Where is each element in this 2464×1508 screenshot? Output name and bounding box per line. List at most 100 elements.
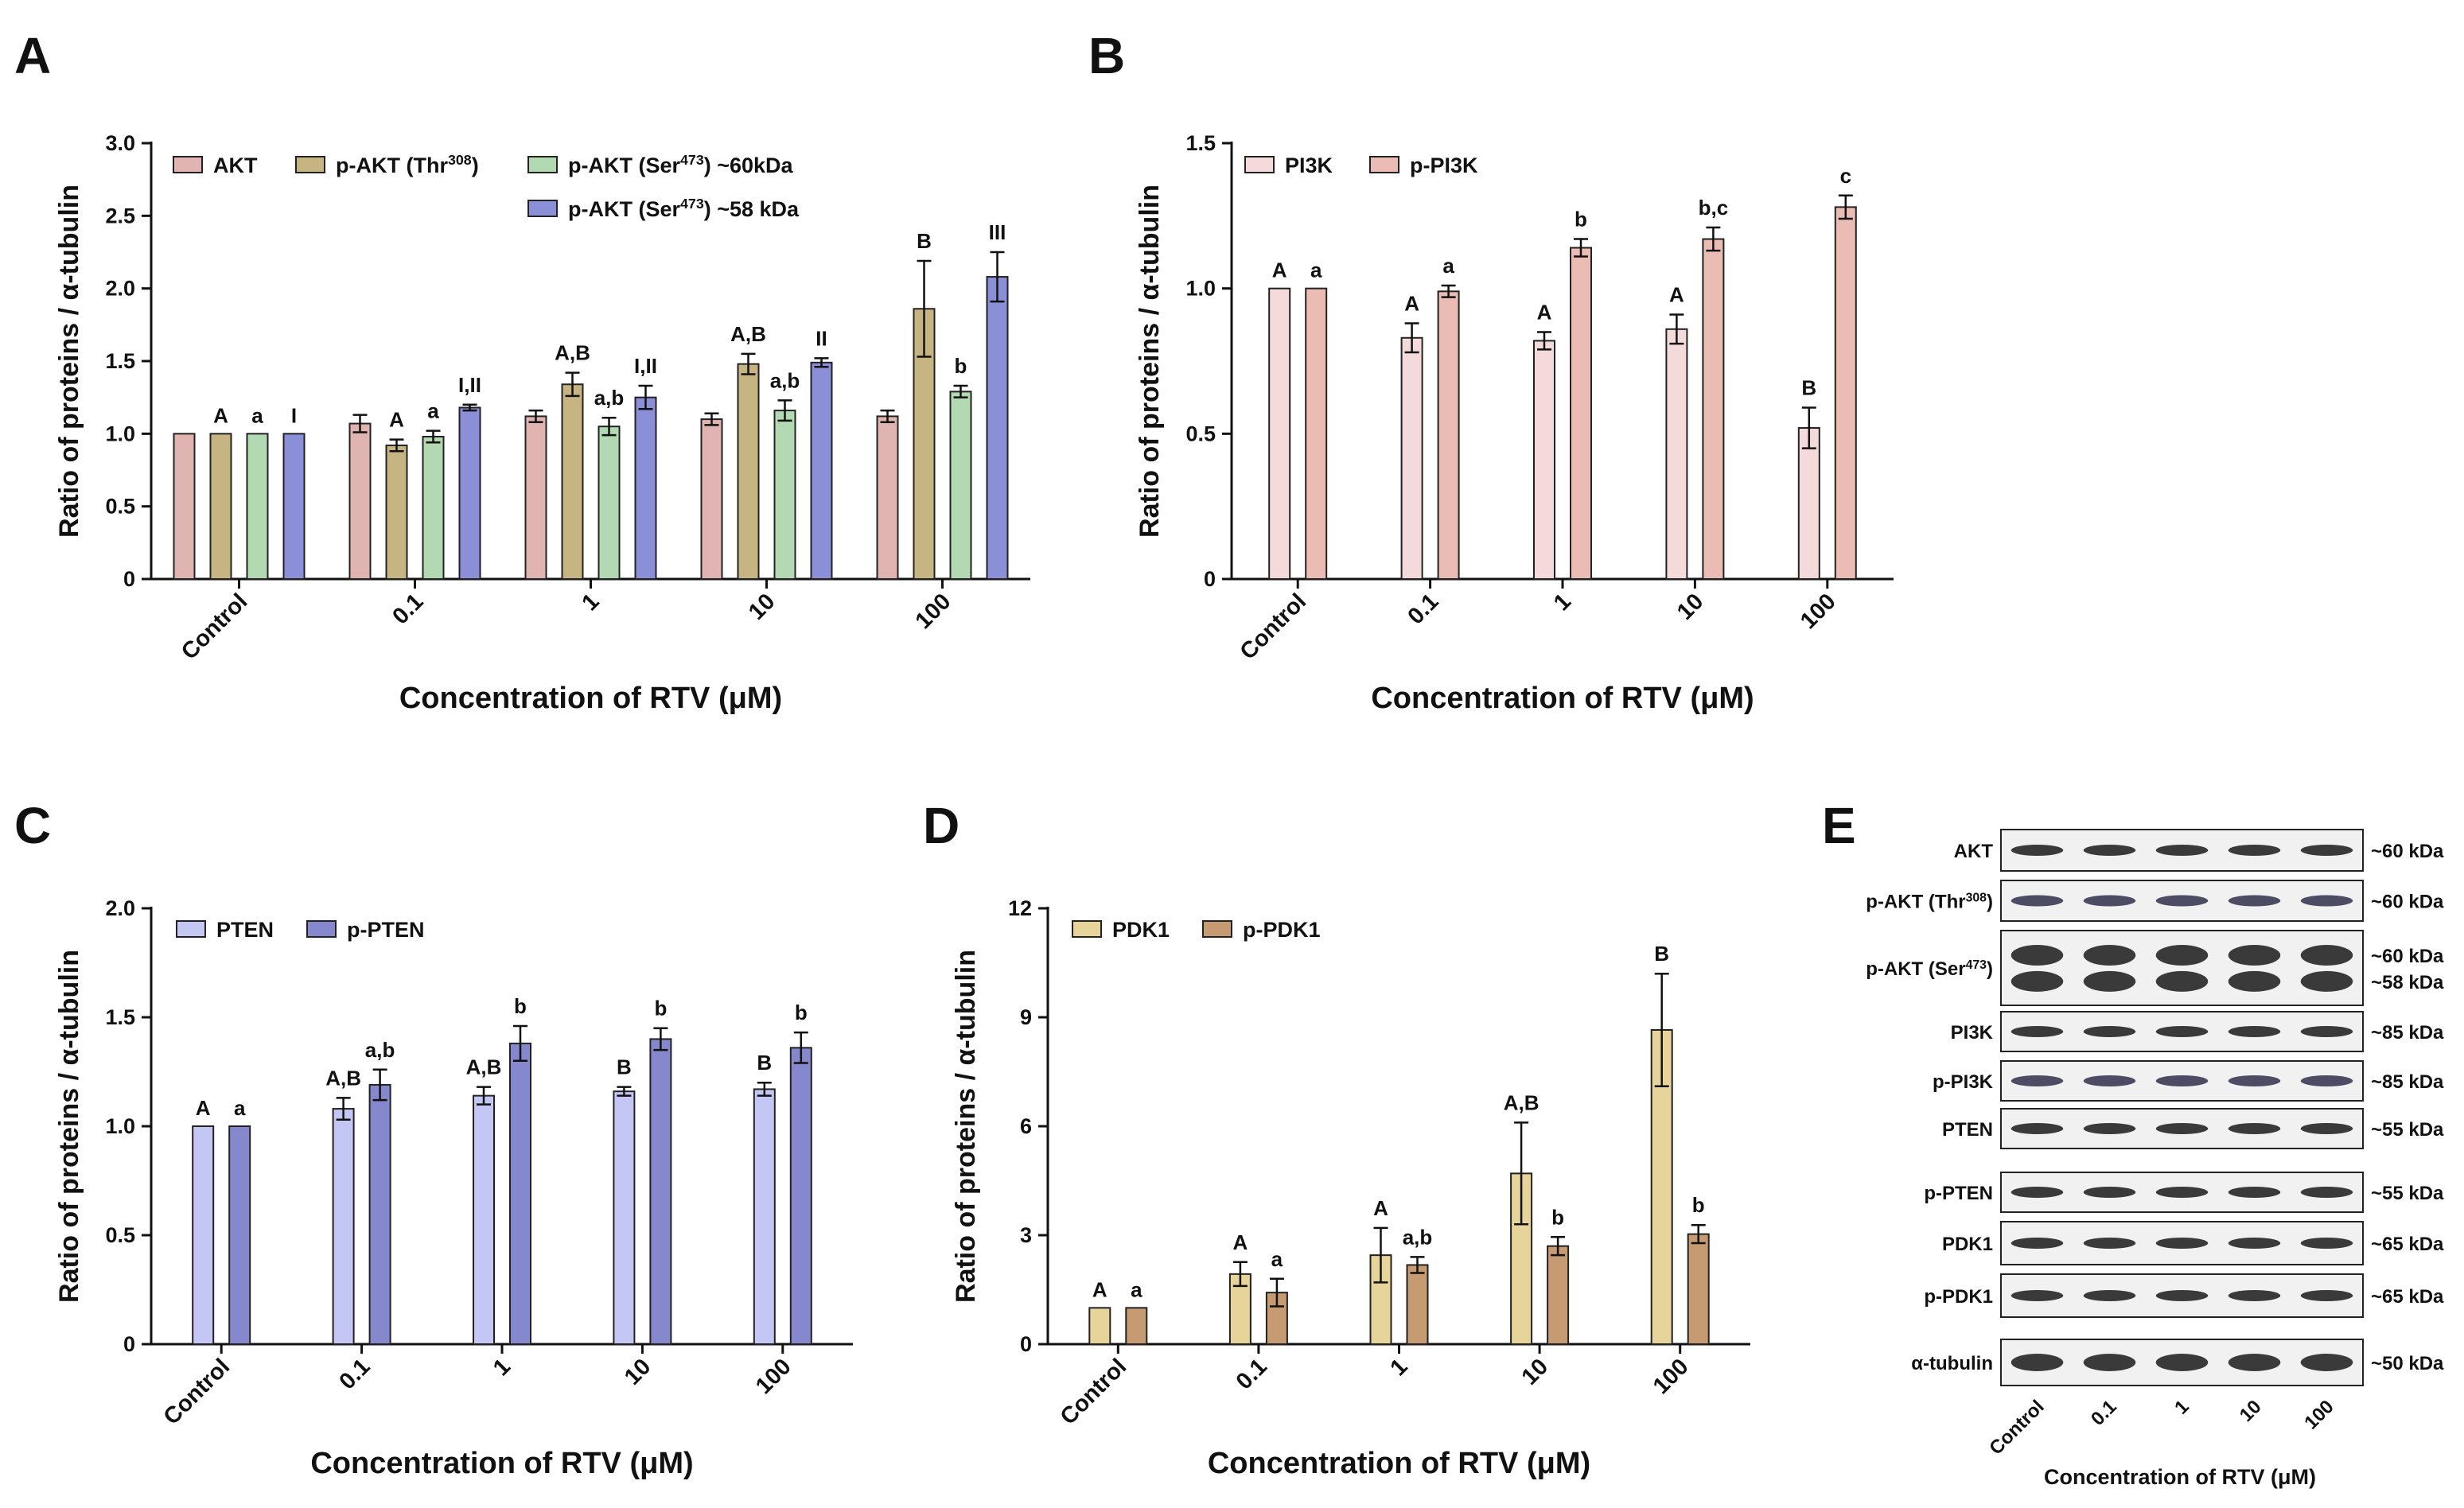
significance-label: a (427, 399, 439, 423)
blot-lane-label: 10 (2236, 1396, 2266, 1426)
bar-a-s0-c3 (700, 418, 723, 580)
blot-row: p-PI3K ~85 kDa (1933, 1060, 2444, 1102)
blot-kda-label: ~65 kDa (2371, 1286, 2444, 1308)
x-tick-label: 100 (1796, 589, 1841, 634)
blot-kda-label: ~65 kDa (2371, 1234, 2444, 1255)
bar-a-s1-c1 (385, 444, 408, 580)
blot-band (2083, 1026, 2136, 1037)
bar-a-s0-c4 (876, 415, 899, 580)
significance-label: A (1373, 1196, 1388, 1220)
bar-c-s0-c3 (613, 1090, 636, 1346)
significance-label: A,B (730, 322, 766, 346)
significance-label: A (389, 408, 404, 432)
y-tick-label: 0.5 (1185, 422, 1216, 445)
blot-row: PI3K ~85 kDa (1951, 1011, 2444, 1052)
blot-row: p-PTEN ~55 kDa (1924, 1172, 2444, 1213)
x-tick-label: 0.1 (334, 1354, 375, 1394)
bar-c-s0-c1 (332, 1108, 355, 1345)
y-tick-label: 0.5 (105, 495, 135, 519)
bar-c-s1-c4 (789, 1047, 812, 1345)
blot-band (2083, 845, 2136, 856)
legend-swatch (527, 156, 558, 173)
x-tick-label: 1 (489, 1354, 516, 1381)
blot-lane-label: 100 (2300, 1396, 2337, 1433)
y-tick-label: 0 (1204, 567, 1216, 591)
bar-d-s1-c2 (1406, 1264, 1429, 1345)
blot-band (2228, 1123, 2281, 1134)
significance-label: A,B (325, 1066, 361, 1090)
blot-band (2083, 1354, 2136, 1371)
significance-label: a (1310, 258, 1322, 282)
y-tick-label: 3.0 (105, 131, 135, 155)
y-tick-label: 9 (1020, 1005, 1032, 1029)
bar-a-s2-c3 (773, 410, 796, 581)
y-tick-label: 1.0 (105, 1114, 135, 1138)
blot-band (2300, 1238, 2353, 1249)
blot-band (2228, 970, 2281, 992)
bar-a-s1-c3 (737, 363, 760, 580)
blot-lane-label: Control (1985, 1396, 2048, 1459)
blot-band (2228, 1290, 2281, 1301)
x-tick-label: 1 (1385, 1354, 1412, 1381)
significance-label: b (514, 994, 527, 1018)
x-tick-label: Control (177, 589, 253, 665)
blot-kda-label: ~85 kDa (2371, 1022, 2444, 1044)
blot-band (2300, 1026, 2353, 1037)
blot-band (2011, 1354, 2064, 1371)
blot-band (2083, 970, 2136, 992)
blot-band (2155, 1290, 2209, 1301)
y-tick-label: 2.0 (105, 277, 135, 301)
significance-label: A,B (1504, 1090, 1540, 1114)
blot-row: α-tubulin ~50 kDa (1911, 1339, 2444, 1386)
panel-label-b: B (1088, 27, 1125, 84)
blot-band (2300, 895, 2353, 907)
legend-label: p-AKT (Ser473) ~58 kDa (568, 196, 800, 221)
blot-band (2083, 1290, 2136, 1301)
blot-kda-label: ~50 kDa (2371, 1353, 2444, 1374)
bar-d-s0-c0 (1088, 1307, 1111, 1346)
blot-row-label: PDK1 (1942, 1234, 1993, 1255)
legend-label: p-PI3K (1410, 154, 1478, 177)
significance-label: A (1404, 292, 1419, 316)
panel-labels: A B C D E (14, 27, 1856, 854)
y-tick-label: 12 (1008, 896, 1032, 920)
blot-band (2155, 895, 2209, 907)
bar-c-s0-c2 (473, 1094, 495, 1345)
blot-row-label: p-AKT (Ser473) (1866, 958, 1993, 981)
significance-label: III (989, 220, 1006, 244)
blot-band (2300, 1187, 2353, 1198)
blot-band (2083, 945, 2136, 966)
y-tick-label: 1.5 (105, 1005, 135, 1029)
bar-a-s0-c0 (173, 433, 196, 580)
blot-band (2155, 1026, 2209, 1037)
chart-d: 0 3 6 9 12 Ratio of proteins / α-tubulin Conce… (951, 896, 1750, 1480)
blot-band (2011, 970, 2064, 992)
blot-band (2083, 1123, 2136, 1134)
significance-label: A (213, 403, 228, 427)
x-tick-label: 100 (751, 1354, 796, 1399)
blot-row: p-PDK1 ~65 kDa (1924, 1273, 2444, 1318)
legend-label-superscript: 473 (680, 152, 704, 168)
blot-band (2155, 970, 2209, 992)
blot-row-label: AKT (1954, 841, 1994, 862)
bar-b-s0-c2 (1533, 340, 1555, 580)
x-tick-label: 10 (620, 1354, 656, 1389)
significance-label: b (654, 997, 667, 1020)
blot-band (2228, 1354, 2281, 1371)
bar-a-s3-c3 (810, 361, 833, 580)
bar-c-s0-c0 (192, 1125, 215, 1345)
blot-band (2300, 845, 2353, 856)
legend-label-superscript: 473 (680, 196, 704, 212)
chart-b: 0 0.5 1.0 1.5 Ratio of proteins / α-tubulin C… (1135, 131, 1894, 715)
panel-label-d: D (923, 797, 960, 854)
significance-label: a,b (365, 1038, 395, 1062)
legend-swatch (295, 156, 325, 173)
blot-band (2011, 1238, 2064, 1249)
blot-band (2228, 1187, 2281, 1198)
blot-row-label: p-PTEN (1924, 1183, 1993, 1204)
bar-a-s1-c0 (209, 433, 232, 580)
panel-label-a: A (14, 27, 51, 84)
blot-x-axis-label: Concentration of RTV (μM) (2044, 1465, 2316, 1489)
blot-band (2228, 895, 2281, 907)
